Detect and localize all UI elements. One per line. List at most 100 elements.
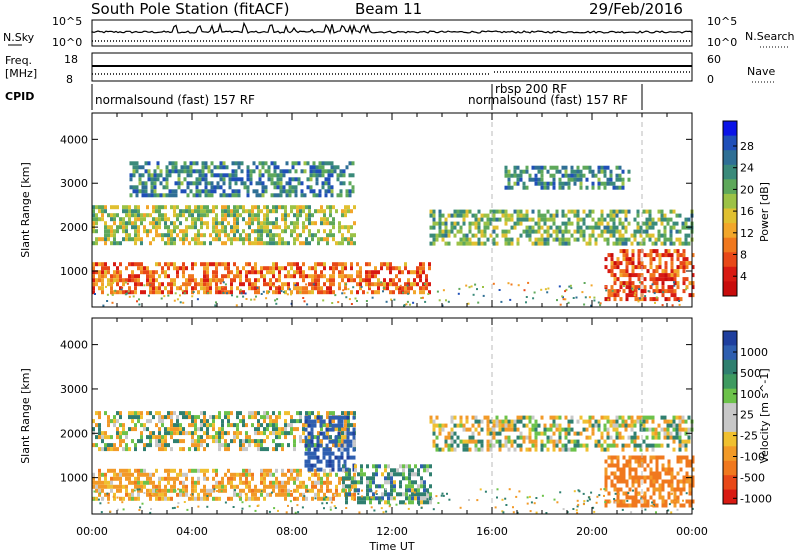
echo-cell (588, 419, 592, 424)
echo-cell (501, 427, 505, 432)
echo-cell (649, 495, 653, 500)
echo-cell (576, 431, 580, 436)
echo-cell (116, 229, 119, 234)
echo-cell (561, 233, 565, 238)
echo-cell (147, 173, 151, 178)
echo-cell (194, 262, 197, 267)
echo-cell (516, 237, 520, 242)
echo-cell (345, 484, 348, 489)
echo-cell (245, 447, 248, 452)
echo-cell (613, 471, 617, 476)
echo-cell (628, 463, 632, 468)
echo-cell (435, 435, 439, 440)
echo-cell (197, 213, 200, 218)
echo-cell (561, 209, 565, 214)
echo-cell (278, 241, 281, 246)
speckle-cell (347, 288, 350, 291)
echo-cell (591, 225, 595, 230)
echo-cell (167, 468, 170, 473)
echo-cell (155, 217, 158, 222)
echo-cell (257, 411, 260, 416)
echo-cell (622, 467, 626, 472)
echo-cell (609, 423, 613, 428)
echo-cell (347, 278, 350, 283)
speckle-cell (608, 292, 611, 295)
echo-cell (218, 415, 221, 420)
speckle-cell (259, 489, 262, 492)
echo-cell (275, 484, 278, 489)
echo-cell (483, 225, 487, 230)
echo-cell (224, 484, 227, 489)
echo-cell (670, 479, 674, 484)
echo-cell (206, 213, 209, 218)
echo-cell (323, 213, 326, 218)
echo-cell (522, 229, 526, 234)
echo-cell (633, 229, 637, 234)
echo-cell (305, 290, 308, 295)
echo-cell (673, 289, 677, 294)
echo-cell (453, 439, 457, 444)
freq-tick-top: 18 (64, 53, 78, 66)
echo-cell (507, 173, 511, 178)
echo-cell (362, 290, 365, 295)
echo-cell (284, 431, 287, 436)
echo-cell (185, 205, 188, 210)
echo-cell (643, 277, 647, 282)
echo-cell (661, 269, 665, 274)
echo-cell (543, 185, 547, 190)
echo-cell (281, 229, 284, 234)
echo-cell (158, 419, 161, 424)
echo-cell (182, 472, 185, 477)
echo-cell (135, 165, 139, 170)
echo-cell (125, 237, 128, 242)
speckle-cell (576, 511, 579, 514)
echo-cell (649, 277, 653, 282)
speckle-cell (447, 300, 450, 303)
echo-cell (546, 185, 550, 190)
echo-cell (179, 488, 182, 493)
echo-cell (660, 427, 664, 432)
speckle-cell (442, 494, 445, 497)
echo-cell (191, 266, 194, 271)
echo-cell (474, 443, 478, 448)
echo-cell (158, 496, 161, 501)
echo-cell (534, 241, 538, 246)
echo-cell (275, 233, 278, 238)
echo-cell (140, 221, 143, 226)
echo-cell (637, 277, 641, 282)
echo-cell (435, 447, 439, 452)
echo-cell (198, 181, 202, 186)
echo-cell (314, 286, 317, 291)
echo-cell (198, 169, 202, 174)
echo-cell (137, 484, 140, 489)
echo-cell (182, 290, 185, 295)
speckle-cell (133, 489, 136, 492)
echo-cell (549, 439, 553, 444)
echo-cell (311, 237, 314, 242)
echo-cell (444, 241, 448, 246)
echo-cell (365, 278, 368, 283)
echo-cell (597, 169, 601, 174)
echo-cell (116, 435, 119, 440)
echo-cell (655, 297, 659, 302)
echo-cell (191, 278, 194, 283)
echo-cell (221, 443, 224, 448)
echo-cell (332, 233, 335, 238)
echo-cell (290, 468, 293, 473)
echo-cell (140, 468, 143, 473)
echo-cell (182, 209, 185, 214)
echo-cell (670, 273, 674, 278)
speckle-cell (191, 295, 194, 298)
echo-cell (212, 237, 215, 242)
echo-cell (335, 484, 338, 489)
echo-cell (378, 500, 381, 505)
echo-cell (570, 439, 574, 444)
echo-cell (203, 447, 206, 452)
echo-cell (613, 277, 617, 282)
speckle-cell (472, 293, 475, 296)
echo-cell (419, 266, 422, 271)
echo-cell (305, 484, 308, 489)
echo-cell (666, 217, 670, 222)
echo-cell (480, 439, 484, 444)
echo-cell (405, 496, 408, 501)
